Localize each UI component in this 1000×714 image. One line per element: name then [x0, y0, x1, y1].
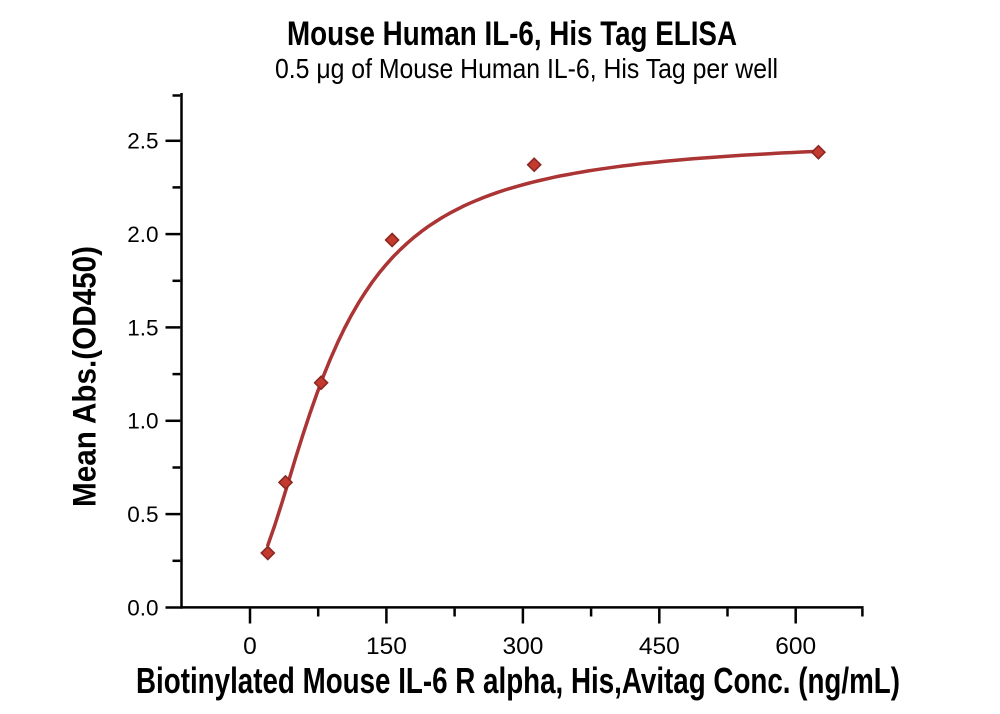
- svg-text:450: 450: [639, 633, 680, 660]
- svg-text:600: 600: [775, 633, 816, 660]
- svg-text:1.5: 1.5: [127, 315, 158, 340]
- svg-text:Mean Abs.(OD450): Mean Abs.(OD450): [67, 246, 103, 507]
- svg-text:2.5: 2.5: [127, 129, 158, 154]
- svg-text:0.5: 0.5: [127, 502, 158, 527]
- svg-text:1.0: 1.0: [127, 409, 158, 434]
- svg-text:0.5 μg of Mouse Human IL-6, Hi: 0.5 μg of Mouse Human IL-6, His Tag per …: [275, 53, 778, 84]
- svg-text:Mouse Human IL-6, His Tag ELIS: Mouse Human IL-6, His Tag ELISA: [287, 15, 737, 53]
- svg-text:0.0: 0.0: [127, 595, 158, 620]
- svg-text:150: 150: [366, 633, 407, 660]
- svg-text:0: 0: [243, 633, 257, 660]
- svg-text:Biotinylated Mouse IL-6 R alph: Biotinylated Mouse IL-6 R alpha, His,Avi…: [136, 660, 900, 701]
- svg-text:300: 300: [502, 633, 543, 660]
- svg-text:2.0: 2.0: [127, 222, 158, 247]
